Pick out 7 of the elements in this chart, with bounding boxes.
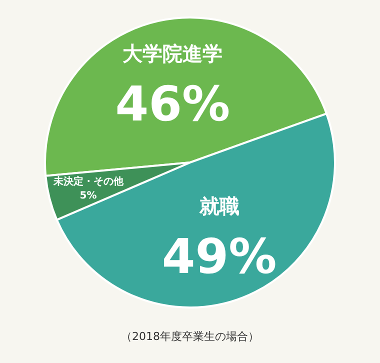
slice-label: 就職 [198,194,240,218]
text: （2018年度卒業生の場合） [121,330,259,343]
data-label: 49% [162,228,277,285]
data-label: 46% [115,76,230,132]
data-label: 5% [80,190,97,202]
slice-label: 大学院進学 [122,41,223,66]
slice-label: 未決定・その他 [52,175,124,188]
